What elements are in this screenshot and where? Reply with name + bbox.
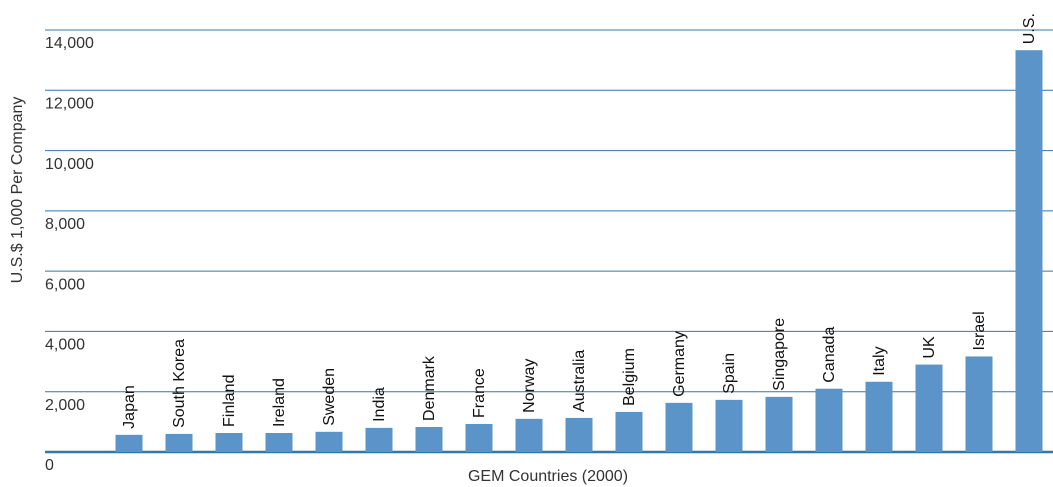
category-label: Belgium bbox=[621, 348, 638, 406]
category-label: Israel bbox=[971, 311, 988, 350]
category-label: South Korea bbox=[171, 339, 188, 428]
category-label: Japan bbox=[121, 385, 138, 429]
category-label: Ireland bbox=[271, 378, 288, 427]
category-label: France bbox=[471, 368, 488, 418]
bar bbox=[465, 423, 493, 452]
y-tick-label: 10,000 bbox=[45, 156, 94, 173]
bar bbox=[865, 381, 893, 452]
category-label: Italy bbox=[871, 346, 888, 375]
category-label: UK bbox=[921, 336, 938, 359]
bar bbox=[615, 411, 643, 452]
y-tick-label: 6,000 bbox=[45, 276, 85, 293]
y-tick-label: 4,000 bbox=[45, 337, 85, 354]
y-tick-label: 14,000 bbox=[45, 35, 94, 52]
bar bbox=[765, 396, 793, 452]
bar bbox=[565, 417, 593, 452]
bar bbox=[415, 426, 443, 452]
category-label: India bbox=[371, 387, 388, 422]
category-label: Sweden bbox=[321, 368, 338, 426]
y-tick-label: 0 bbox=[45, 457, 54, 474]
y-tick-label: 2,000 bbox=[45, 397, 85, 414]
bar bbox=[965, 356, 993, 452]
category-label: Norway bbox=[521, 359, 538, 413]
bar bbox=[365, 427, 393, 452]
bar bbox=[515, 418, 543, 452]
category-label: Germany bbox=[671, 331, 688, 397]
y-tick-label: 12,000 bbox=[45, 96, 94, 113]
category-label: U.S. bbox=[1021, 13, 1038, 44]
bar bbox=[1015, 50, 1043, 453]
category-label: Denmark bbox=[421, 355, 438, 421]
category-label: Australia bbox=[571, 350, 588, 412]
bar bbox=[665, 402, 693, 452]
category-label: Finland bbox=[221, 375, 238, 427]
bar bbox=[815, 388, 843, 452]
bar bbox=[265, 433, 293, 452]
bar bbox=[315, 431, 343, 452]
bar bbox=[715, 399, 743, 452]
category-label: Singapore bbox=[771, 318, 788, 391]
bar bbox=[115, 434, 143, 452]
bar bbox=[215, 433, 243, 452]
bar bbox=[165, 433, 193, 452]
bar bbox=[915, 364, 943, 452]
x-axis-title: GEM Countries (2000) bbox=[468, 468, 628, 485]
category-label: Canada bbox=[821, 327, 838, 383]
y-tick-label: 8,000 bbox=[45, 216, 85, 233]
category-label: Spain bbox=[721, 353, 738, 394]
y-axis-title: U.S.$ 1,000 Per Company bbox=[9, 97, 26, 284]
